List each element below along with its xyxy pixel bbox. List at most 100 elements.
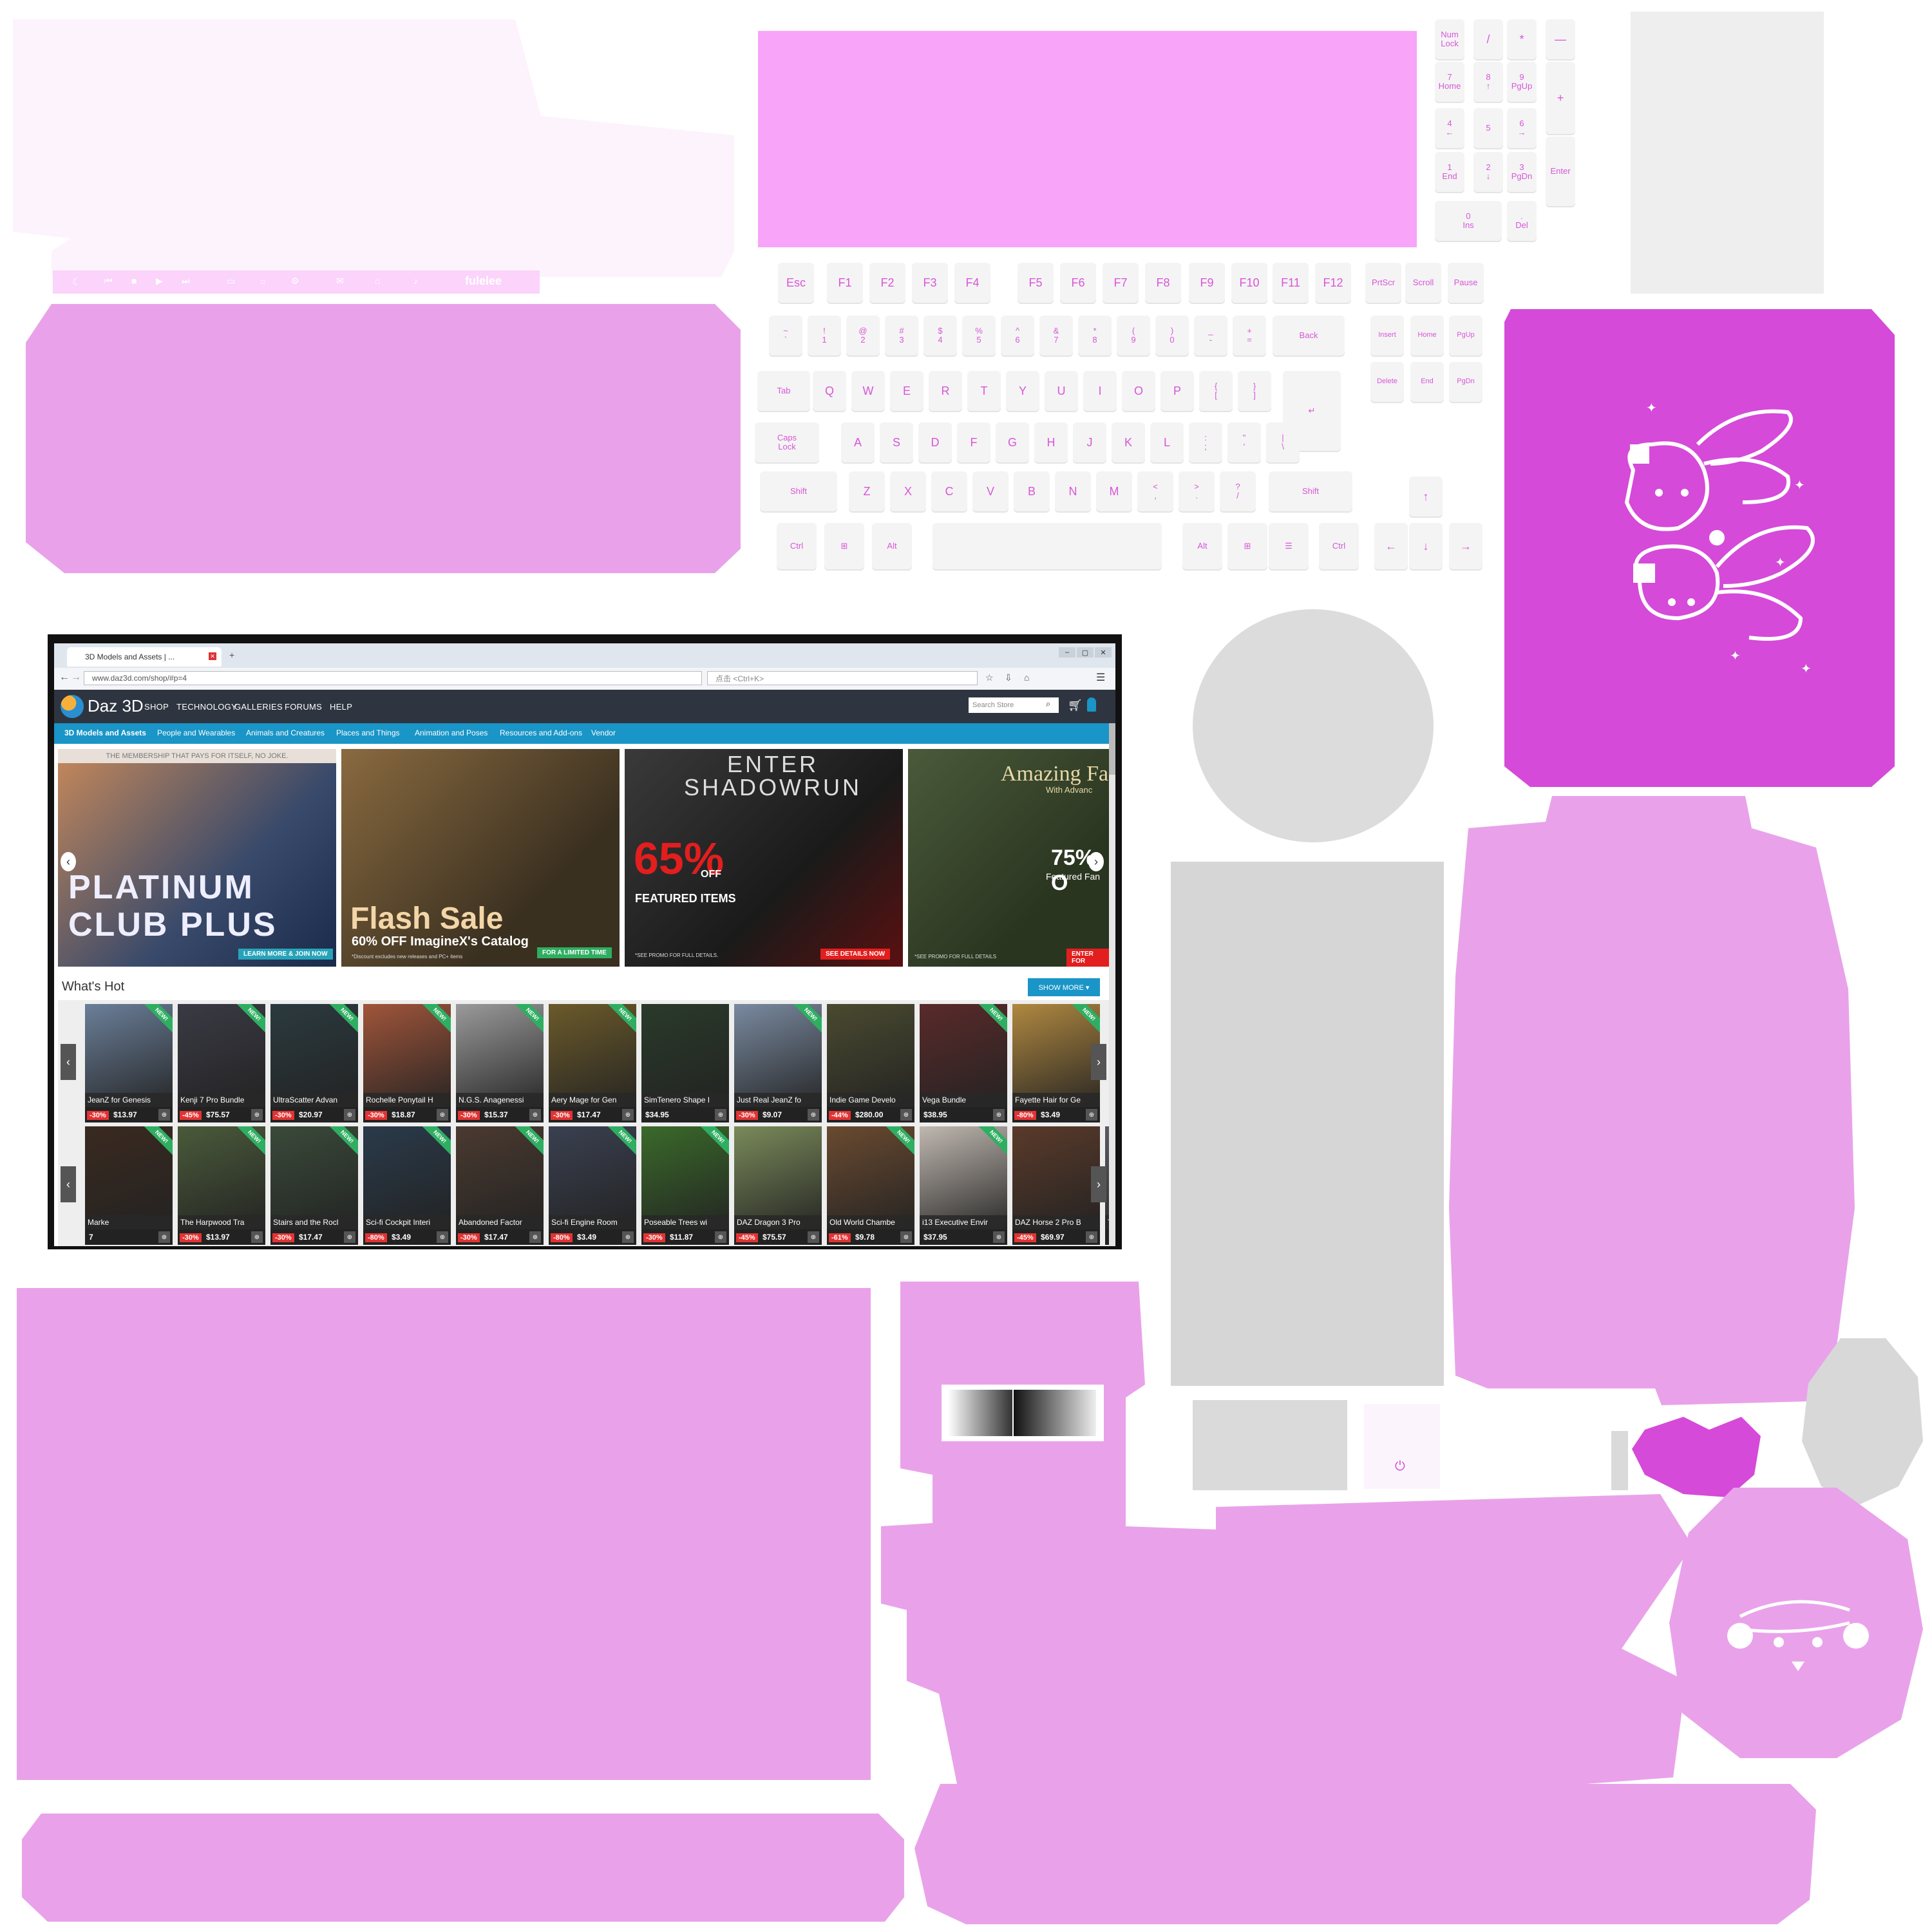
product-card[interactable]: NEW! The Harpwood Tra -30% $13.97 ⊕ xyxy=(178,1126,265,1245)
key-fn-11[interactable]: F11 xyxy=(1273,263,1309,303)
key-shift-10[interactable]: ? / xyxy=(1220,471,1256,511)
key-fn-10[interactable]: F10 xyxy=(1231,263,1267,303)
key-shift-4[interactable]: V xyxy=(972,471,1009,511)
key-top-4[interactable]: R xyxy=(929,371,962,411)
product-card[interactable]: DAZ Dragon 3 Pro -45% $75.57 ⊕ xyxy=(734,1126,822,1245)
banner-details-button[interactable]: SEE DETAILS NOW xyxy=(820,949,891,960)
key-nav-0[interactable]: Insert xyxy=(1370,316,1404,355)
key-top-3[interactable]: E xyxy=(890,371,923,411)
key-shift-2[interactable]: X xyxy=(890,471,926,511)
nav-shop[interactable]: SHOP xyxy=(144,702,169,712)
key-caps[interactable]: Caps Lock xyxy=(755,422,819,462)
banner-shadowrun[interactable]: ENTER SHADOWRUN 65% OFF FEATURED ITEMS *… xyxy=(625,749,903,967)
key-numpad-enter[interactable]: Enter xyxy=(1546,137,1575,206)
key-bottom-5[interactable]: ⊞ xyxy=(1227,523,1267,569)
key-numpad-2[interactable]: 2 ↓ xyxy=(1473,152,1503,192)
key-numpad-7[interactable]: 7 Home xyxy=(1435,62,1464,102)
key-home-11[interactable]: " ' xyxy=(1227,422,1261,462)
key-nav-4[interactable]: End xyxy=(1410,362,1444,402)
key-numpad-9[interactable]: 9 PgUp xyxy=(1507,62,1537,102)
add-to-cart-icon[interactable]: ⊕ xyxy=(622,1231,634,1243)
key-num-11[interactable]: _ - xyxy=(1194,316,1227,355)
key-num-6[interactable]: ^ 6 xyxy=(1001,316,1034,355)
row2-next-icon[interactable]: › xyxy=(1091,1166,1106,1202)
site-logo[interactable]: Daz 3D xyxy=(88,696,144,715)
key-nav-3[interactable]: Delete xyxy=(1370,362,1404,402)
key-fn-9[interactable]: F9 xyxy=(1189,263,1225,303)
key-arrow-up[interactable]: ↑ xyxy=(1409,477,1443,516)
key-bottom-4[interactable]: Alt xyxy=(1182,523,1222,569)
banner-limited-button[interactable]: FOR A LIMITED TIME xyxy=(537,947,612,958)
cat-people[interactable]: People and Wearables xyxy=(157,728,236,737)
account-icon[interactable] xyxy=(1087,697,1096,712)
key-home-12[interactable]: | \ xyxy=(1266,422,1300,462)
key-fn-6[interactable]: F6 xyxy=(1060,263,1096,303)
key-fn-5[interactable]: F5 xyxy=(1018,263,1054,303)
key-home-10[interactable]: : ; xyxy=(1189,422,1222,462)
key-shift-6[interactable]: N xyxy=(1055,471,1091,511)
key-top-1[interactable]: Q xyxy=(813,371,846,411)
product-card[interactable]: NEW! Sci-fi Cockpit Interi -80% $3.49 ⊕ xyxy=(363,1126,451,1245)
key-top-5[interactable]: T xyxy=(967,371,1001,411)
browser-search-input[interactable]: 点击 <Ctrl+K> xyxy=(707,671,978,685)
carousel-prev-icon[interactable]: ‹ xyxy=(61,852,76,871)
add-to-cart-icon[interactable]: ⊕ xyxy=(251,1231,263,1243)
key-bottom-3[interactable] xyxy=(933,523,1162,569)
add-to-cart-icon[interactable]: ⊕ xyxy=(808,1231,819,1243)
banner-join-button[interactable]: LEARN MORE & JOIN NOW xyxy=(238,949,333,960)
key-tab[interactable]: Tab xyxy=(757,371,810,411)
key-top-2[interactable]: W xyxy=(851,371,885,411)
nav-technology[interactable]: TECHNOLOGY xyxy=(176,702,238,712)
key-fn-14[interactable]: Scroll xyxy=(1405,263,1441,303)
product-card[interactable]: Indie Game Develo -44% $280.00 ⊕ xyxy=(827,1004,914,1122)
key-top-10[interactable]: P xyxy=(1160,371,1194,411)
key-numpad-plus[interactable]: + xyxy=(1546,62,1575,134)
product-card[interactable]: NEW! Stairs and the Rocl -30% $17.47 ⊕ xyxy=(270,1126,358,1245)
key-fn-7[interactable]: F7 xyxy=(1103,263,1139,303)
product-card[interactable]: SimTenero Shape I $34.95 ⊕ xyxy=(641,1004,729,1122)
banner-flash-sale[interactable]: Flash Sale 60% OFF ImagineX's Catalog *D… xyxy=(341,749,620,967)
star-icon[interactable]: ☆ xyxy=(985,672,994,683)
key-num-12[interactable]: + = xyxy=(1233,316,1266,355)
key-numpad-multiply[interactable]: * xyxy=(1507,19,1537,59)
key-numpad-5[interactable]: 5 xyxy=(1473,108,1503,148)
nav-forums[interactable]: FORUMS xyxy=(285,702,323,712)
add-to-cart-icon[interactable]: ⊕ xyxy=(993,1109,1005,1121)
key-nav-1[interactable]: Home xyxy=(1410,316,1444,355)
nav-galleries[interactable]: GALLERIES xyxy=(234,702,283,712)
add-to-cart-icon[interactable]: ⊕ xyxy=(158,1231,170,1243)
key-numpad-minus[interactable]: — xyxy=(1546,19,1575,59)
row2-prev-icon[interactable]: ‹ xyxy=(61,1166,76,1202)
maximize-button[interactable]: ▢ xyxy=(1077,647,1094,658)
key-backspace[interactable]: Back xyxy=(1273,316,1345,355)
key-shift-3[interactable]: C xyxy=(931,471,967,511)
row1-next-icon[interactable]: › xyxy=(1091,1044,1106,1080)
product-card[interactable]: NEW! Aery Mage for Gen -30% $17.47 ⊕ xyxy=(549,1004,636,1122)
download-icon[interactable]: ⇩ xyxy=(1005,672,1012,683)
add-to-cart-icon[interactable]: ⊕ xyxy=(344,1231,355,1243)
key-top-11[interactable]: { [ xyxy=(1199,371,1233,411)
browser-tab[interactable]: 3D Models and Assets | ... ✕ xyxy=(67,647,222,667)
key-num-0[interactable]: ~ ` xyxy=(769,316,802,355)
add-to-cart-icon[interactable]: ⊕ xyxy=(437,1231,448,1243)
key-home-6[interactable]: H xyxy=(1034,422,1068,462)
key-home-8[interactable]: K xyxy=(1112,422,1145,462)
add-to-cart-icon[interactable]: ⊕ xyxy=(900,1231,912,1243)
key-num-2[interactable]: @ 2 xyxy=(846,316,880,355)
add-to-cart-icon[interactable]: ⊕ xyxy=(529,1109,541,1121)
key-numlock[interactable]: Num Lock xyxy=(1435,19,1464,59)
key-top-9[interactable]: O xyxy=(1122,371,1155,411)
key-home-2[interactable]: S xyxy=(880,422,913,462)
add-to-cart-icon[interactable]: ⊕ xyxy=(715,1109,726,1121)
add-to-cart-icon[interactable]: ⊕ xyxy=(900,1109,912,1121)
key-numpad-6[interactable]: 6 → xyxy=(1507,108,1537,148)
cat-resources[interactable]: Resources and Add-ons xyxy=(500,728,583,737)
key-fn-4[interactable]: F4 xyxy=(954,263,990,303)
product-card[interactable]: NEW! Vega Bundle $38.95 ⊕ xyxy=(920,1004,1007,1122)
key-num-9[interactable]: ( 9 xyxy=(1117,316,1150,355)
url-input[interactable]: www.daz3d.com/shop/#p=4 xyxy=(84,671,702,685)
key-top-7[interactable]: U xyxy=(1045,371,1078,411)
key-shift-right[interactable]: Shift xyxy=(1269,471,1352,511)
cat-animation[interactable]: Animation and Poses xyxy=(415,728,488,737)
cat-3d-models[interactable]: 3D Models and Assets xyxy=(64,728,146,737)
